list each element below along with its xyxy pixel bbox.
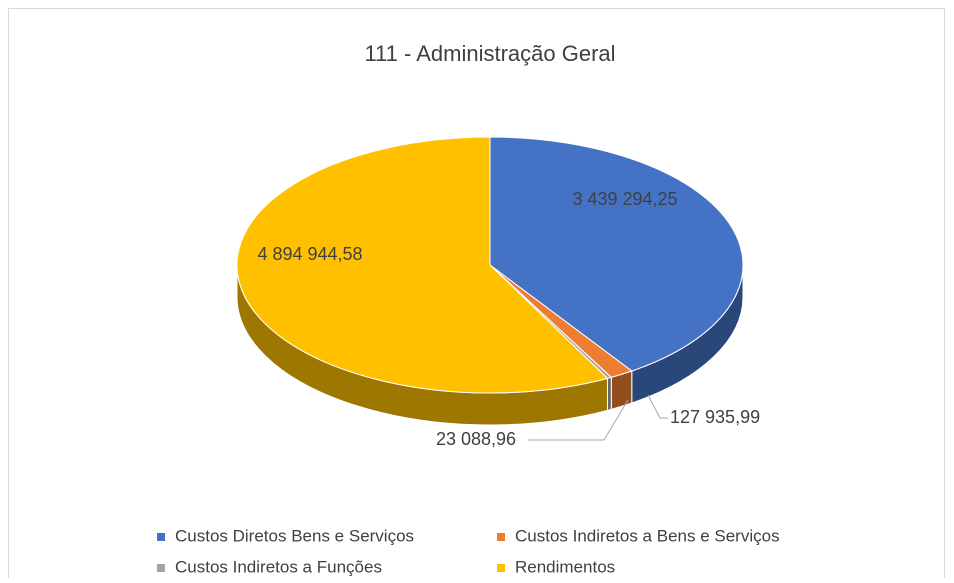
leader-line [528, 399, 629, 441]
leader-line [647, 394, 668, 419]
pie-slice [236, 136, 609, 394]
legend-marker [157, 533, 165, 541]
chart-title: 111 - Administração Geral [364, 41, 615, 66]
legend-label: Custos Diretos Bens e Serviços [175, 526, 414, 545]
legend-label: Rendimentos [515, 557, 615, 576]
data-label: 23 088,96 [436, 429, 516, 449]
data-label: 4 894 944,58 [257, 244, 362, 264]
data-label: 127 935,99 [670, 407, 760, 427]
pie-wall [607, 376, 612, 412]
legend-label: Custos Indiretos a Funções [175, 557, 382, 576]
pie-slice [489, 136, 744, 372]
data-label: 3 439 294,25 [572, 189, 677, 209]
legend-marker [157, 564, 165, 572]
legend-marker [497, 564, 505, 572]
legend-label: Custos Indiretos a Bens e Serviços [515, 526, 780, 545]
legend-marker [497, 533, 505, 541]
